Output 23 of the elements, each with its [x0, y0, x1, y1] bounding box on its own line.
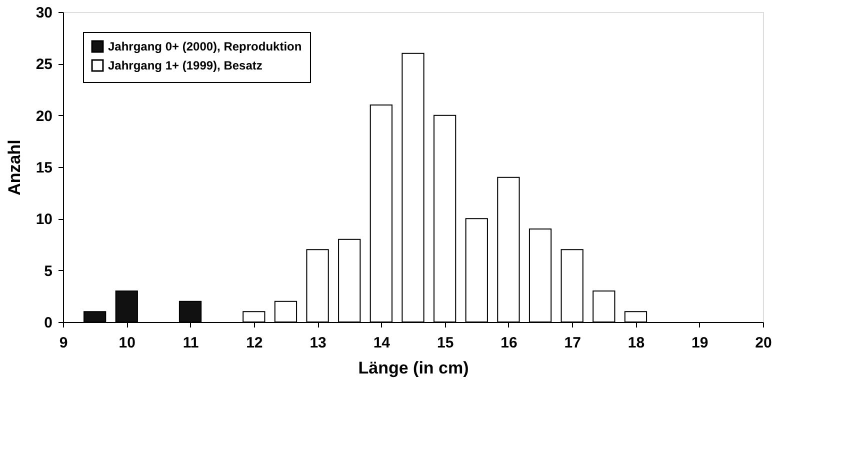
y-axis-title: Anzahl	[4, 140, 24, 196]
legend-label: Jahrgang 1+ (1999), Besatz	[108, 58, 262, 72]
x-tick-label: 19	[692, 334, 708, 352]
x-tick-label: 11	[182, 334, 199, 352]
y-tick-label: 0	[44, 314, 52, 332]
x-tick-label: 10	[118, 334, 136, 352]
x-tick-label: 13	[310, 334, 326, 352]
x-tick-label: 9	[59, 334, 68, 352]
x-tick-label: 12	[246, 334, 263, 352]
x-tick-label: 14	[373, 334, 391, 352]
legend-label: Jahrgang 0+ (2000), Reproduktion	[108, 40, 302, 54]
x-tick-label: 15	[436, 334, 454, 352]
y-tick-label: 15	[36, 160, 52, 176]
x-tick-label: 16	[500, 334, 518, 352]
x-tick-label: 18	[628, 334, 645, 352]
x-axis-title: Länge (in cm)	[358, 358, 469, 378]
y-tick-label: 30	[36, 4, 52, 22]
y-tick-label: 20	[36, 108, 52, 125]
x-tick-label: 17	[564, 334, 581, 352]
y-tick-label: 5	[44, 262, 52, 280]
y-tick-label: 25	[36, 56, 52, 74]
y-tick-label: 10	[36, 211, 52, 228]
x-tick-label: 20	[755, 334, 772, 352]
